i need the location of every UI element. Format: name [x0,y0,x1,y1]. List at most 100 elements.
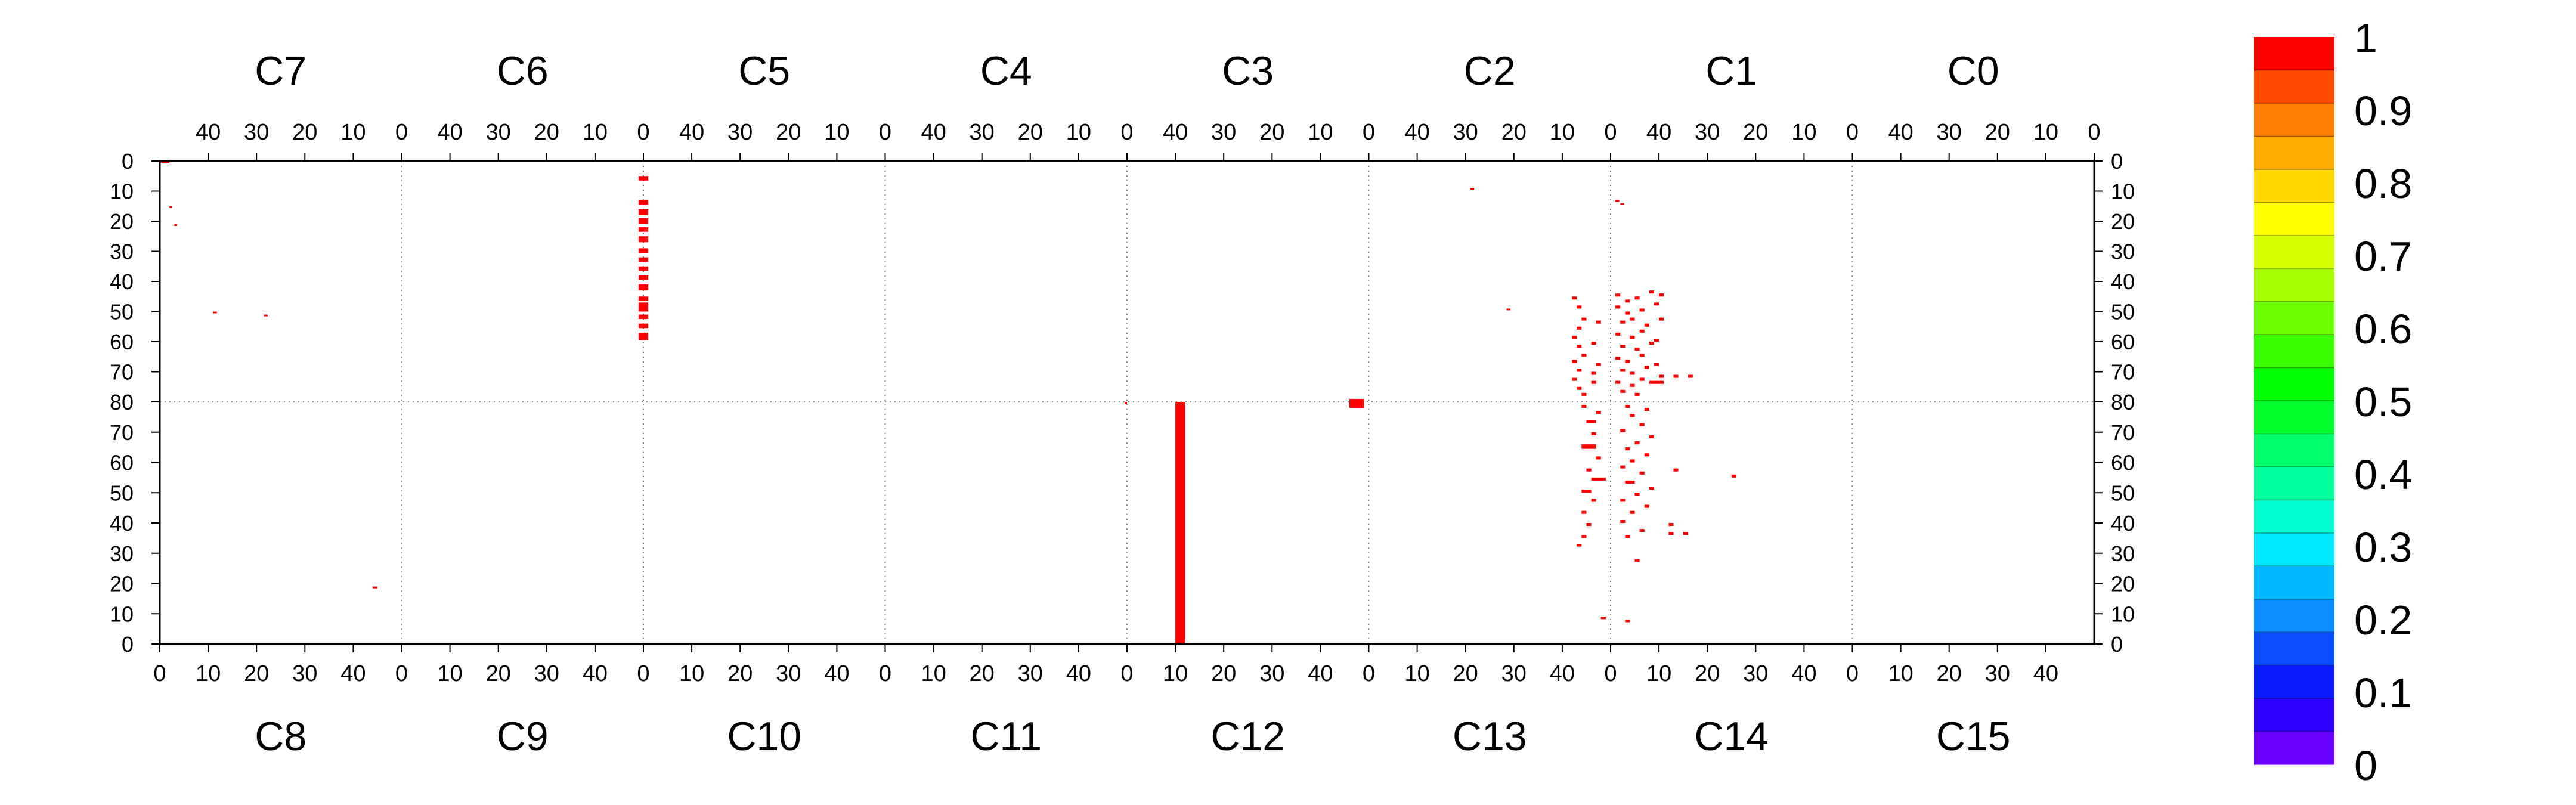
colorbar-swatch [2254,70,2334,104]
right-y-tick-label: 80 [2111,390,2135,414]
pixel-hit [1649,290,1654,294]
pixel-hit [1644,504,1649,508]
pixel-hit [1572,296,1577,300]
pixel-hit [1639,423,1645,426]
pixel-hit [1581,354,1587,357]
top-x-tick-label: 40 [679,120,704,145]
bottom-x-tick-label: 40 [340,661,366,686]
pixel-hit [1572,377,1577,381]
pixel-hit [1586,468,1592,472]
left-y-tick-label: 30 [110,240,134,264]
pixel-hit [1175,402,1185,644]
pixel-hit [1591,371,1596,375]
chip-label-bottom: C15 [1936,714,2011,759]
pixel-hit [638,275,649,280]
colorbar-swatch [2254,268,2334,302]
right-y-tick-label: 10 [2111,602,2135,626]
colorbar-swatch [2254,566,2334,600]
pixel-hit [1615,380,1621,384]
top-x-tick-label: 20 [292,120,317,145]
bottom-x-tick-label: 0 [395,661,408,686]
bottom-x-tick-label: 10 [679,661,704,686]
bottom-x-tick-label: 0 [879,661,891,686]
pixel-hit [169,206,172,208]
colorbar-tick-label: 0 [2354,742,2377,789]
top-x-tick-label: 30 [244,120,269,145]
pixel-hit [1639,529,1645,532]
pixel-hit [1644,366,1649,369]
top-x-tick-label: 20 [1743,120,1768,145]
bottom-x-tick-label: 30 [776,661,801,686]
pixel-hit [1581,405,1587,408]
chip-label-bottom: C13 [1453,714,1527,759]
pixel-hit [1639,329,1645,333]
pixel-hit [1581,535,1587,538]
pixel-hit [638,200,649,205]
right-y-tick-label: 30 [2111,240,2135,264]
pixel-hit [1634,348,1640,351]
pixel-hit [1644,453,1649,457]
top-x-tick-label: 10 [824,120,849,145]
colorbar-tick-label: 0.3 [2354,524,2412,571]
bottom-x-tick-label: 30 [534,661,559,686]
pixel-hit [1625,620,1630,623]
top-x-tick-label: 30 [1211,120,1236,145]
pixel-hit [1506,308,1511,311]
pixel-hit [638,314,649,320]
chip-label-bottom: C14 [1694,714,1769,759]
pixel-hit [1591,380,1596,384]
pixel-hit [1124,402,1127,405]
chip-label-bottom: C12 [1210,714,1285,759]
top-x-tick-label: 20 [776,120,801,145]
bottom-x-tick-label: 40 [1308,661,1333,686]
pixel-hit [1654,302,1659,306]
pixel-hit [174,224,177,227]
pixel-hit [638,302,649,312]
pixel-hit [638,248,649,253]
hits-layer [160,161,1736,644]
pixel-hit [1644,408,1649,411]
bottom-x-tick-label: 10 [1888,661,1913,686]
pixel-hit [1649,380,1664,384]
pixel-hit [1625,535,1630,538]
pixel-hit [1620,465,1626,469]
bottom-x-tick-label: 20 [727,661,753,686]
chip-label-bottom: C9 [497,714,549,759]
top-x-tick-label: 30 [1695,120,1720,145]
pixel-hit [1577,345,1582,348]
chip-label-bottom: C8 [255,714,306,759]
colorbar-swatch [2254,599,2334,633]
colorbar-tick-label: 0.2 [2354,597,2412,643]
chip-label-top: C1 [1705,48,1757,94]
right-y-tick-label: 20 [2111,572,2135,596]
left-y-tick-label: 0 [122,632,134,657]
top-x-tick-label: 20 [1985,120,2010,145]
pixel-hit [1630,459,1635,463]
chip-label-top: C2 [1464,48,1516,94]
pixel-hit [1620,320,1626,324]
top-x-tick-label: 10 [1066,120,1091,145]
colorbar-swatch [2254,235,2334,269]
pixel-hit [1673,468,1679,472]
pixel-hit [1639,377,1645,381]
colorbar-swatch [2254,367,2334,401]
bottom-x-tick-label: 30 [292,661,317,686]
pixel-hit [1620,203,1624,205]
colorbar-tick-label: 1 [2354,15,2377,61]
colorbar-tick-label: 0.6 [2354,306,2412,352]
top-x-tick-label: 0 [879,120,891,145]
pixel-hit [1649,342,1654,345]
pixel-hit [1577,326,1582,330]
pixel-hit [1659,374,1664,378]
right-y-tick-label: 10 [2111,179,2135,204]
top-x-tick-label: 10 [1791,120,1816,145]
colorbar-tick-label: 0.8 [2354,160,2412,207]
bottom-x-tick-label: 10 [1163,661,1188,686]
pixel-hit [1625,480,1635,484]
pixel-hit [1596,456,1601,460]
pixel-hit [1649,435,1654,438]
pixel-hit [638,296,649,301]
pixel-hit [372,586,377,589]
pixel-hit [1639,354,1645,357]
